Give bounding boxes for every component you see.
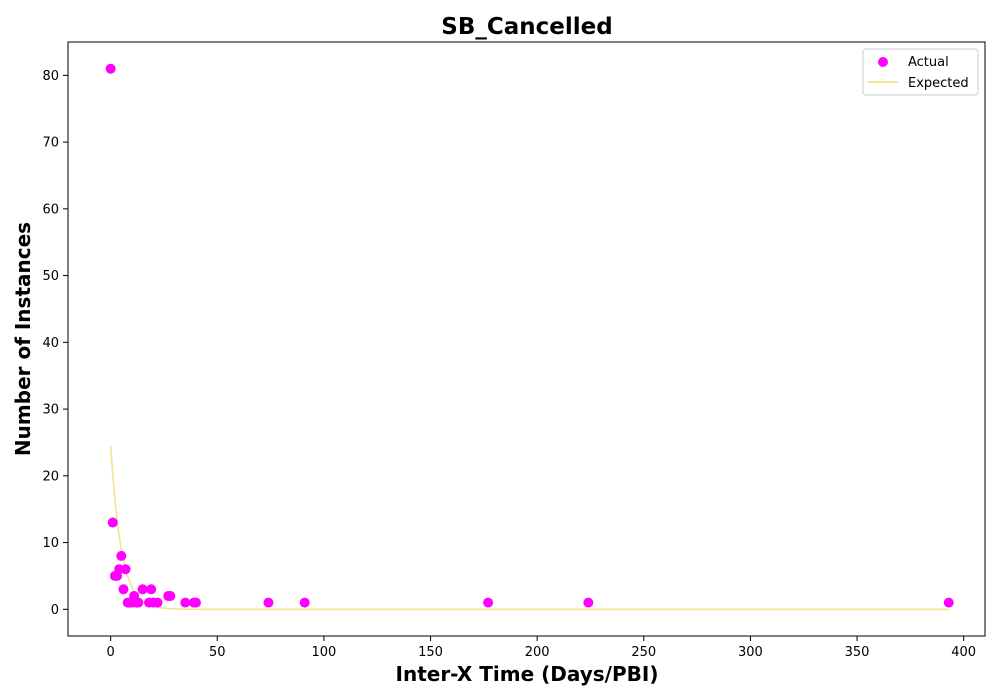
actual-point [583,597,594,608]
actual-point [299,597,310,608]
expected-line [109,445,949,611]
actual-point [263,597,274,608]
legend-expected-label: Expected [908,76,969,91]
x-tick-label: 400 [951,645,976,660]
actual-point [137,584,148,595]
y-tick-label: 60 [42,202,59,217]
x-tick-label: 300 [738,645,763,660]
plot-area [105,63,954,611]
plot-frame [67,41,986,637]
legend-actual-marker [878,57,888,67]
actual-point [116,550,127,561]
x-tick-label: 100 [311,645,336,660]
y-axis: 0 10 20 30 40 50 60 70 80 [42,69,68,618]
actual-point [943,597,954,608]
y-tick-label: 20 [42,469,59,484]
x-tick-label: 350 [845,645,870,660]
actual-point [105,63,116,74]
x-tick-label: 50 [209,645,226,660]
y-tick-label: 30 [42,403,59,418]
y-tick-label: 0 [51,603,59,618]
actual-point [190,597,201,608]
y-axis-title: Number of Instances [11,222,35,456]
x-axis-title: Inter-X Time (Days/PBI) [396,662,659,686]
actual-point [146,584,157,595]
y-tick-label: 10 [42,536,59,551]
actual-point [152,597,163,608]
expected-series [109,445,949,611]
actual-point [133,597,144,608]
y-tick-label: 50 [42,269,59,284]
actual-point [118,584,129,595]
x-tick-label: 250 [631,645,656,660]
x-axis: 0 50 100 150 200 250 300 350 400 [107,636,976,660]
y-tick-label: 80 [42,69,59,84]
x-tick-label: 150 [418,645,443,660]
y-tick-label: 40 [42,336,59,351]
y-tick-label: 70 [42,136,59,151]
actual-series [105,63,954,608]
actual-point [120,564,131,575]
legend-box [862,48,979,96]
chart-title: SB_Cancelled [441,14,612,40]
actual-point [483,597,494,608]
x-tick-label: 0 [107,645,115,660]
legend-actual-label: Actual [908,55,949,70]
actual-point [180,597,191,608]
legend: Actual Expected [862,48,979,96]
x-tick-label: 200 [525,645,550,660]
actual-point [107,517,118,528]
actual-point [165,590,176,601]
